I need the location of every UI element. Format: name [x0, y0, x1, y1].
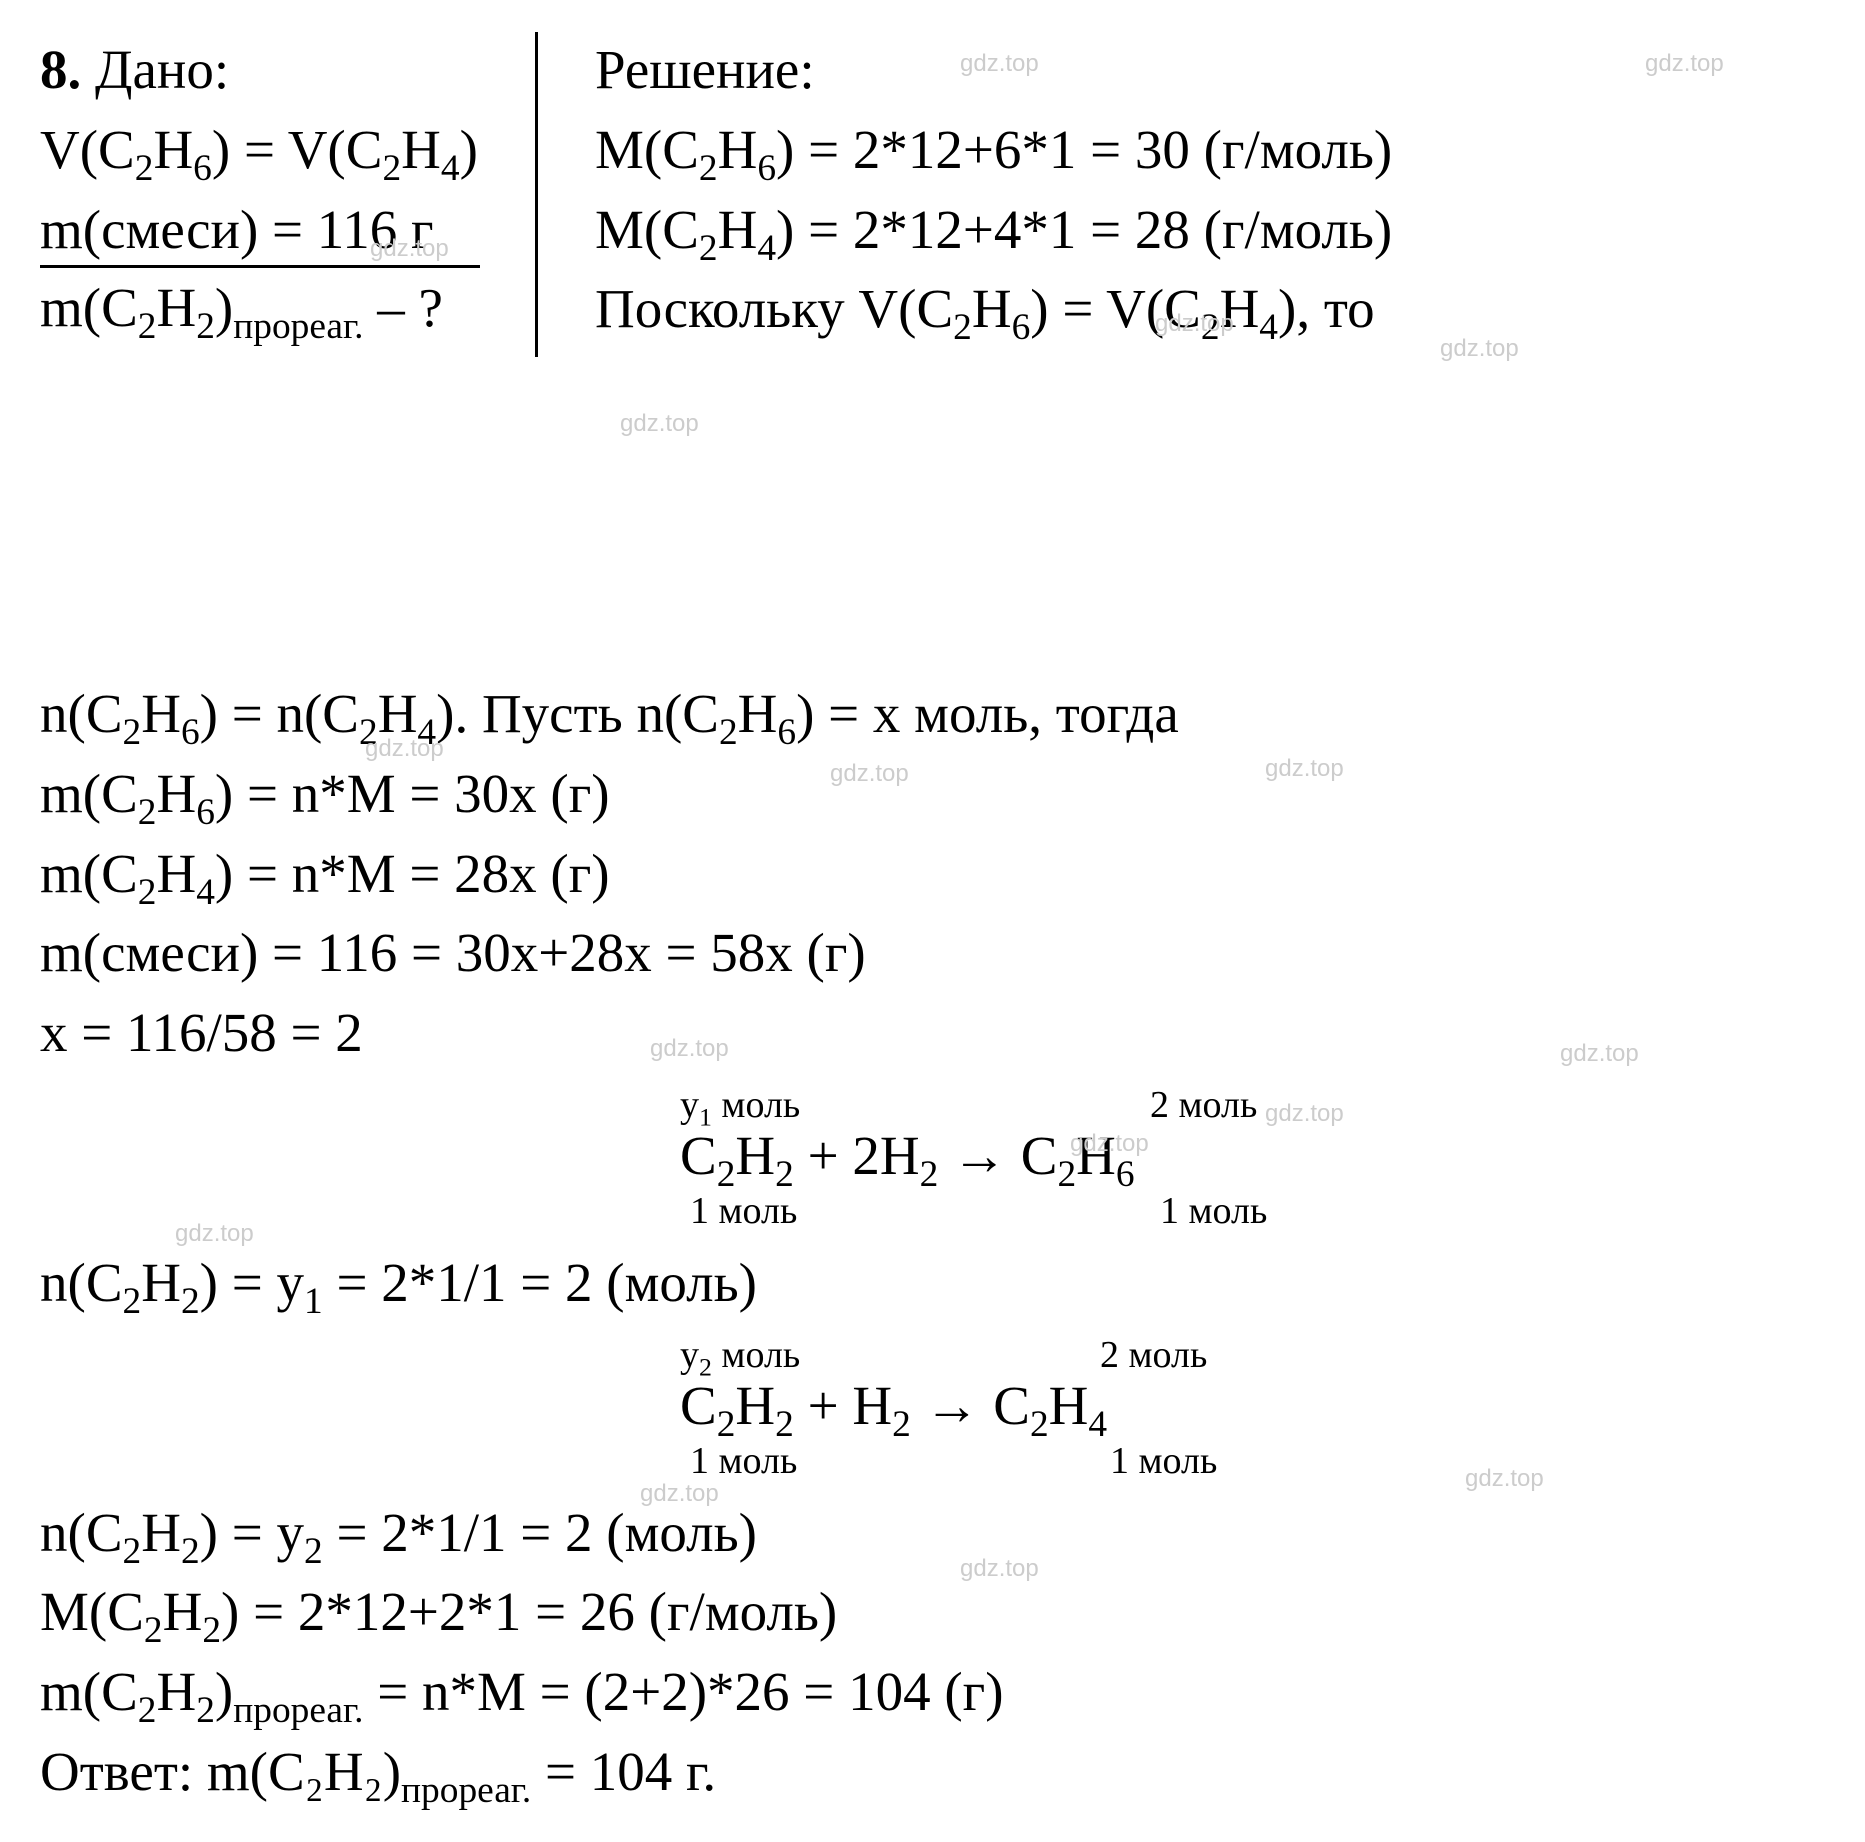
given-line-2: m(смеси) = 116 г: [40, 190, 560, 270]
given-column: 8. Дано: V(C2H6) = V(C2H4) m(смеси) = 11…: [40, 30, 560, 348]
eq2-top-left: y2 моль: [680, 1333, 800, 1377]
top-section: 8. Дано: V(C2H6) = V(C2H4) m(смеси) = 11…: [40, 30, 1825, 674]
body-line-3: m(C2H4) = n*M = 28x (г): [40, 834, 1825, 914]
mid-line-1: n(C2H2) = y1 = 2*1/1 = 2 (моль): [40, 1243, 1825, 1323]
body-line-5: x = 116/58 = 2: [40, 993, 1825, 1073]
end-line-3: m(C2H2)прореаг. = n*M = (2+2)*26 = 104 (…: [40, 1652, 1825, 1732]
body-line-4: m(смеси) = 116 = 30x+28x = 58x (г): [40, 913, 1825, 993]
equation-1: y1 моль 2 моль C2H2 + 2H2 → C2H6 1 моль …: [680, 1083, 1825, 1233]
given-line-3: m(C2H2)прореаг. – ?: [40, 268, 560, 348]
eq1-top-right: 2 моль: [1150, 1083, 1257, 1127]
eq1-bot-left: 1 моль: [690, 1189, 797, 1233]
given-header: 8. Дано:: [40, 30, 560, 110]
equation-2: y2 моль 2 моль C2H2 + H2 → C2H4 1 моль 1…: [680, 1333, 1825, 1483]
eq1-main: C2H2 + 2H2 → C2H6: [680, 1123, 1825, 1189]
given-line-1: V(C2H6) = V(C2H4): [40, 110, 560, 190]
solution-line-3: Поскольку V(C2H6) = V(C2H4), то: [595, 269, 1825, 349]
end-line-1: n(C2H2) = y2 = 2*1/1 = 2 (моль): [40, 1493, 1825, 1573]
body-line-1: n(C2H6) = n(C2H4). Пусть n(C2H6) = x мол…: [40, 674, 1825, 754]
eq2-bottom-annotations: 1 моль 1 моль: [680, 1439, 1825, 1483]
solution-line-1: M(C2H6) = 2*12+6*1 = 30 (г/моль): [595, 110, 1825, 190]
solution-column: Решение: M(C2H6) = 2*12+6*1 = 30 (г/моль…: [595, 30, 1825, 349]
eq1-bot-right: 1 моль: [1160, 1189, 1267, 1233]
eq2-bot-left: 1 моль: [690, 1439, 797, 1483]
solution-label: Решение:: [595, 30, 1825, 110]
answer-line: Ответ: m(C₂H₂)прореаг. = 104 г.: [40, 1732, 1825, 1812]
eq2-top-right: 2 моль: [1100, 1333, 1207, 1377]
eq1-bottom-annotations: 1 моль 1 моль: [680, 1189, 1825, 1233]
given-label: Дано:: [95, 39, 229, 100]
eq1-top-left: y1 моль: [680, 1083, 800, 1127]
eq2-top-annotations: y2 моль 2 моль: [680, 1333, 1825, 1373]
eq1-top-annotations: y1 моль 2 моль: [680, 1083, 1825, 1123]
end-line-2: M(C2H2) = 2*12+2*1 = 26 (г/моль): [40, 1572, 1825, 1652]
problem-number: 8.: [40, 39, 81, 100]
body-line-2: m(C2H6) = n*M = 30x (г): [40, 754, 1825, 834]
eq2-bot-right: 1 моль: [1110, 1439, 1217, 1483]
eq2-main: C2H2 + H2 → C2H4: [680, 1373, 1825, 1439]
solution-line-2: M(C2H4) = 2*12+4*1 = 28 (г/моль): [595, 190, 1825, 270]
